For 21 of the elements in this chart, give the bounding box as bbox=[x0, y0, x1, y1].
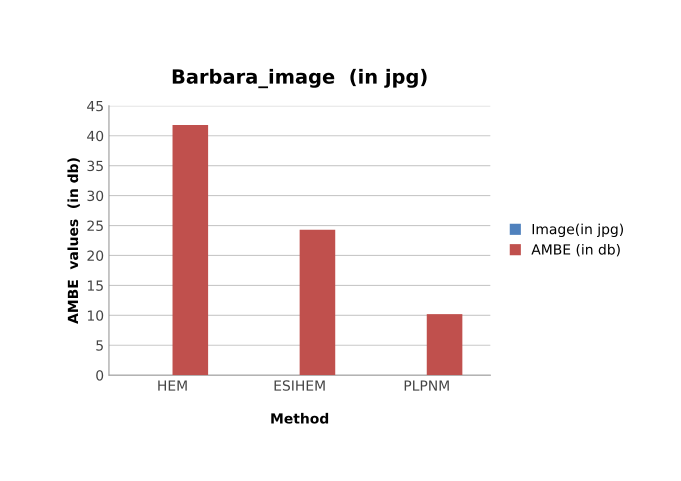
x-tick-label: HEM bbox=[158, 380, 187, 391]
y-tick-label: 45 bbox=[87, 100, 103, 112]
x-tick-label: PLPNM bbox=[404, 380, 449, 391]
y-tick-label: 10 bbox=[88, 310, 104, 321]
x-tick-label: ESIHEM bbox=[274, 380, 325, 391]
bar bbox=[426, 314, 462, 376]
bar bbox=[172, 124, 208, 376]
chart-title: Barbara_image (in jpg) bbox=[172, 68, 427, 88]
x-axis-title: Method bbox=[271, 412, 328, 424]
y-axis-title: AMBE values (in db) bbox=[67, 158, 80, 324]
y-tick-label: 35 bbox=[87, 160, 103, 172]
legend-label: Image(in jpg) bbox=[532, 224, 623, 238]
y-tick-label: 30 bbox=[87, 190, 104, 202]
y-tick-label: 0 bbox=[96, 370, 104, 381]
bar bbox=[300, 230, 336, 376]
y-tick-label: 20 bbox=[87, 250, 104, 261]
y-tick-label: 40 bbox=[87, 130, 104, 142]
y-tick-label: 15 bbox=[88, 280, 103, 291]
legend-label: AMBE (in db) bbox=[531, 244, 620, 256]
y-tick-label: 5 bbox=[96, 340, 103, 351]
y-tick-label: 25 bbox=[87, 220, 103, 232]
